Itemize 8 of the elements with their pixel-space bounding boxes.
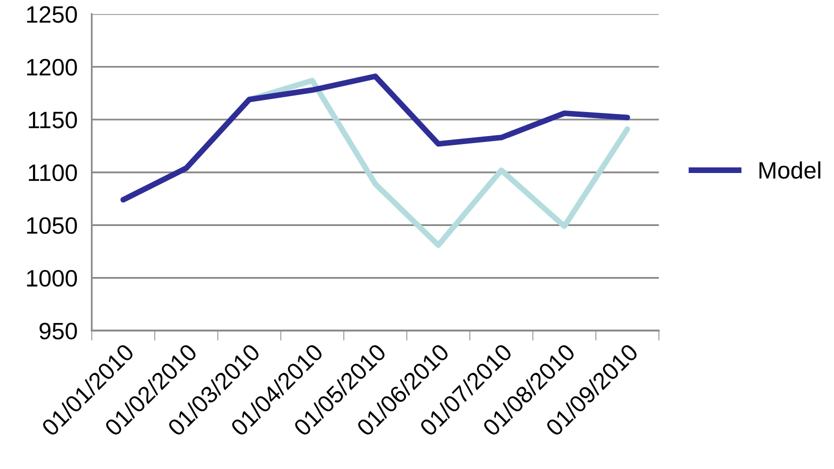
y-tick-label: 1150 [28, 112, 77, 128]
y-tick-label: 1200 [27, 58, 77, 76]
y-tick-label: 1250 [27, 6, 77, 23]
y-tick-label: 1100 [28, 164, 77, 182]
y-tick-label: 1000 [27, 270, 77, 287]
y-tick-label: 950 [40, 322, 77, 340]
legend-label: Model [760, 161, 820, 179]
y-tick-label: 1050 [27, 217, 77, 234]
